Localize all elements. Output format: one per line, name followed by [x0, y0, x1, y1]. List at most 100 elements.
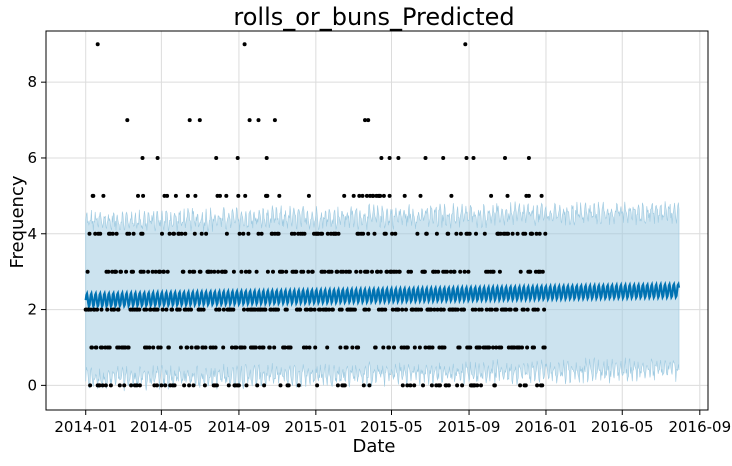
observed-point	[526, 156, 531, 160]
observed-point	[204, 231, 209, 236]
observed-point	[177, 307, 182, 312]
observed-point	[161, 269, 166, 274]
observed-point	[366, 307, 371, 312]
observed-point	[473, 307, 478, 312]
observed-point	[396, 156, 401, 160]
observed-point	[110, 231, 115, 236]
observed-point	[170, 307, 175, 312]
observed-point	[195, 345, 200, 350]
observed-point	[354, 269, 359, 274]
observed-point	[214, 383, 219, 388]
observed-point	[178, 345, 183, 350]
observed-point	[242, 307, 246, 312]
observed-point	[466, 269, 471, 274]
observed-point	[265, 193, 270, 198]
observed-point	[203, 345, 208, 350]
observed-point	[294, 269, 299, 274]
observed-point	[494, 307, 499, 312]
observed-point	[262, 383, 267, 388]
observed-point	[315, 383, 320, 388]
observed-point	[131, 231, 136, 236]
observed-point	[494, 345, 499, 350]
observed-point	[467, 231, 472, 236]
observed-point	[230, 345, 234, 350]
observed-point	[357, 193, 362, 198]
observed-point	[468, 345, 473, 350]
observed-point	[247, 118, 252, 123]
observed-point	[267, 345, 272, 350]
x-tick-label: 2014-09	[208, 418, 271, 436]
observed-point	[305, 307, 309, 312]
observed-point	[434, 231, 439, 236]
observed-point	[271, 269, 275, 274]
observed-point	[540, 269, 545, 274]
x-tick-label: 2015-05	[360, 418, 423, 436]
observed-point	[209, 269, 214, 274]
observed-point	[539, 193, 544, 198]
observed-point	[361, 383, 366, 388]
observed-point	[185, 345, 190, 350]
observed-point	[499, 345, 504, 350]
observed-point	[246, 231, 251, 236]
observed-point	[381, 193, 386, 198]
observed-point	[187, 269, 192, 274]
observed-point	[327, 307, 332, 312]
observed-point	[192, 269, 197, 274]
observed-point	[301, 269, 306, 274]
observed-point	[129, 383, 134, 388]
observed-point	[298, 307, 303, 312]
observed-point	[535, 307, 540, 312]
observed-point	[191, 383, 196, 388]
observed-point	[329, 269, 334, 274]
observed-point	[95, 42, 100, 47]
observed-point	[383, 307, 388, 312]
observed-point	[366, 118, 371, 123]
observed-point	[436, 269, 441, 274]
observed-point	[375, 269, 380, 274]
observed-point	[261, 345, 266, 350]
chart-title: rolls_or_buns_Predicted	[233, 3, 514, 31]
observed-point	[141, 269, 146, 274]
observed-point	[335, 383, 340, 388]
y-tick-label: 2	[27, 301, 37, 319]
observed-point	[350, 345, 355, 350]
observed-point	[432, 307, 437, 312]
observed-point	[504, 307, 509, 312]
observed-point	[342, 193, 347, 198]
observed-point	[506, 231, 511, 236]
plot-frame	[45, 30, 709, 411]
observed-point	[477, 345, 482, 350]
observed-point	[137, 307, 142, 312]
observed-point	[243, 269, 248, 274]
observed-point	[137, 383, 142, 388]
observed-point	[179, 231, 184, 236]
observed-point	[103, 383, 108, 388]
observed-point	[489, 193, 494, 198]
observed-point	[347, 269, 352, 274]
y-tick-label: 8	[27, 73, 37, 91]
observed-point	[351, 193, 356, 198]
observed-point	[95, 307, 100, 312]
observed-point	[119, 269, 123, 274]
observed-point	[101, 193, 106, 198]
observed-point	[107, 345, 112, 350]
observed-point	[243, 193, 248, 198]
x-tick-label: 2016-05	[591, 418, 654, 436]
observed-point	[97, 383, 102, 388]
observed-point	[181, 269, 186, 274]
observed-point	[458, 269, 463, 274]
observed-point	[88, 383, 93, 388]
observed-point	[187, 383, 192, 388]
observed-point	[221, 307, 226, 312]
observed-point	[381, 345, 386, 350]
x-tick-label: 2014-01	[54, 418, 117, 436]
observed-point	[364, 193, 369, 198]
observed-point	[366, 231, 371, 236]
observed-point	[93, 231, 98, 236]
observed-point	[192, 231, 197, 236]
observed-point	[122, 383, 127, 388]
observed-point	[259, 231, 264, 236]
observed-point	[400, 307, 405, 312]
observed-point	[372, 231, 377, 236]
observed-point	[543, 231, 548, 236]
